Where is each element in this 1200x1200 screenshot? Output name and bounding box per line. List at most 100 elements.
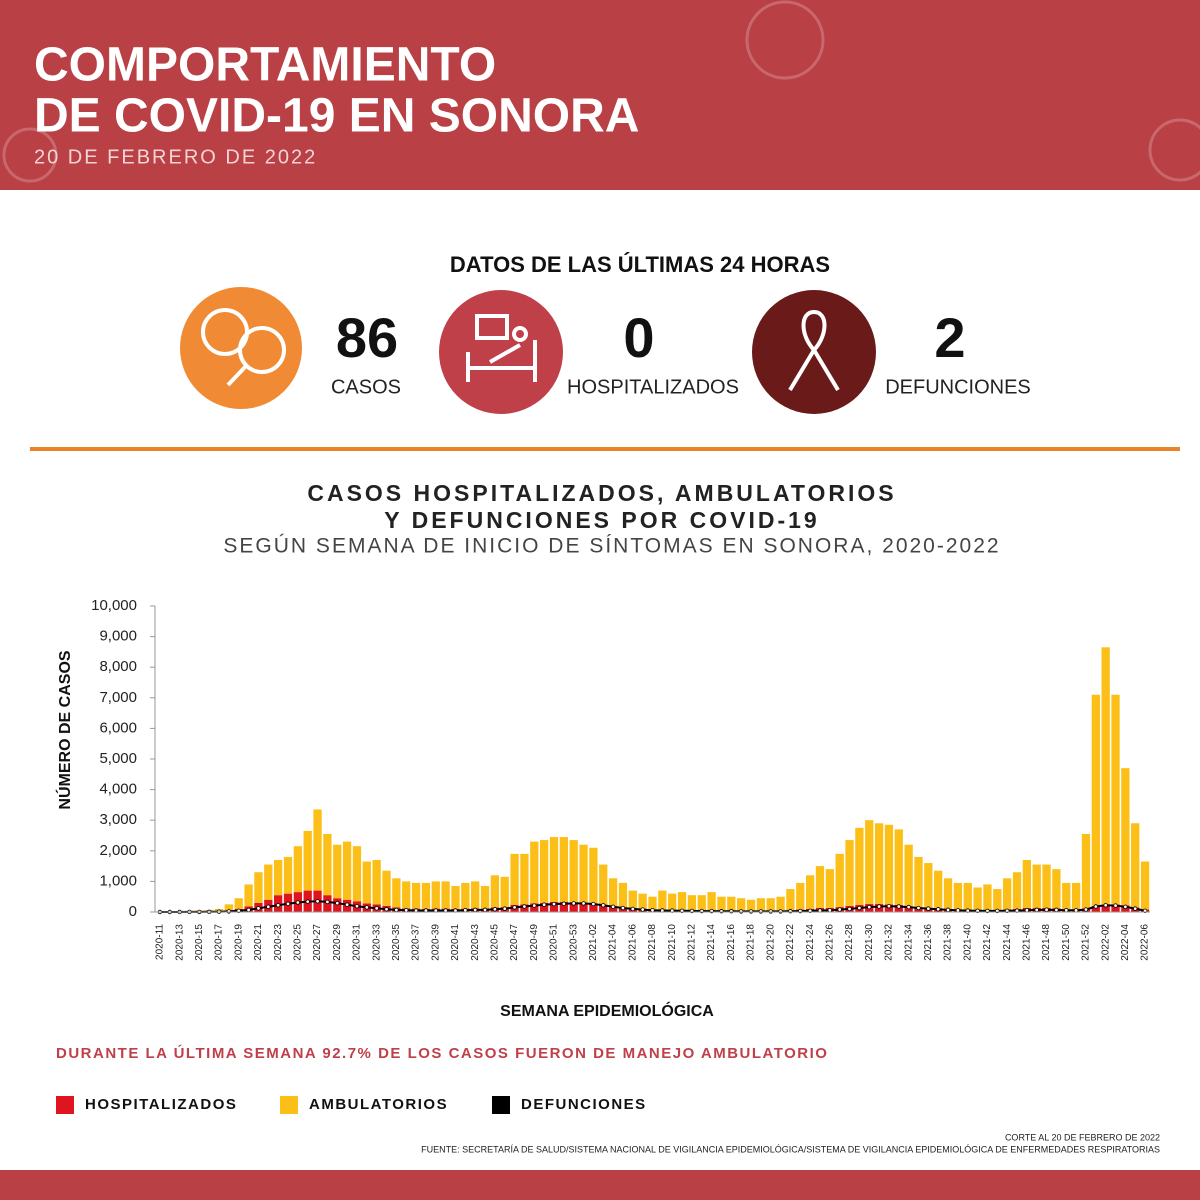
x-tick-label: 2020-19 bbox=[233, 924, 244, 961]
bar bbox=[904, 844, 913, 907]
line-point bbox=[404, 907, 409, 913]
bar bbox=[648, 896, 657, 910]
line-point bbox=[266, 904, 271, 909]
bar bbox=[1131, 823, 1140, 908]
bar bbox=[362, 861, 371, 904]
hospital-icon bbox=[439, 290, 563, 414]
x-tick-label: 2020-51 bbox=[549, 924, 560, 961]
header-band bbox=[0, 0, 1200, 190]
bar bbox=[579, 902, 588, 912]
title-line: COMPORTAMIENTO bbox=[34, 39, 496, 92]
line-point bbox=[1083, 907, 1089, 912]
bar bbox=[1081, 833, 1091, 909]
bar bbox=[835, 853, 844, 908]
bar bbox=[1022, 859, 1031, 909]
bar bbox=[579, 844, 588, 903]
bar bbox=[451, 885, 460, 909]
line-point bbox=[512, 905, 517, 910]
y-tick-label: 3,000 bbox=[99, 811, 137, 828]
bar bbox=[1140, 861, 1150, 910]
bar bbox=[1003, 878, 1012, 910]
line-point bbox=[867, 904, 872, 910]
bar bbox=[1052, 869, 1061, 909]
x-tick-label: 2020-49 bbox=[529, 924, 540, 961]
bar bbox=[608, 878, 618, 908]
x-tick-label: 2020-43 bbox=[470, 924, 481, 961]
line-point bbox=[344, 902, 350, 907]
line-point bbox=[325, 899, 330, 905]
bar bbox=[677, 892, 687, 910]
x-tick-label: 2021-36 bbox=[923, 924, 934, 961]
x-axis-title: SEMANA EPIDEMIOLÓGICA bbox=[500, 1001, 714, 1020]
bar bbox=[411, 882, 421, 909]
x-tick-label: 2022-04 bbox=[1120, 924, 1131, 961]
date: 20 DE FEBRERO DE 2022 bbox=[34, 146, 317, 168]
x-tick-label: 2020-33 bbox=[371, 924, 382, 961]
legend-label: HOSPITALIZADOS bbox=[85, 1096, 237, 1113]
line-point bbox=[482, 907, 488, 913]
line-point bbox=[1093, 904, 1099, 909]
bar bbox=[244, 884, 253, 907]
x-tick-label: 2021-32 bbox=[884, 924, 895, 961]
bar bbox=[589, 847, 598, 904]
bar bbox=[1042, 864, 1051, 909]
bar bbox=[914, 856, 923, 908]
x-tick-label: 2021-38 bbox=[943, 924, 954, 961]
line-point bbox=[472, 907, 478, 913]
bar bbox=[224, 904, 234, 911]
bar bbox=[589, 903, 598, 912]
bar bbox=[1121, 768, 1130, 906]
bar bbox=[608, 907, 618, 912]
bar bbox=[855, 827, 864, 905]
bar bbox=[815, 866, 825, 909]
bar bbox=[805, 875, 815, 909]
bar bbox=[510, 853, 519, 905]
line-point bbox=[758, 909, 764, 914]
line-point bbox=[926, 906, 931, 911]
bar bbox=[549, 837, 559, 902]
y-tick-label: 10,000 bbox=[91, 597, 137, 614]
x-tick-label: 2021-20 bbox=[765, 924, 776, 961]
line-point bbox=[551, 901, 557, 907]
line-point bbox=[630, 906, 635, 912]
line-point bbox=[916, 905, 921, 911]
stat-label: HOSPITALIZADOS bbox=[567, 376, 739, 398]
x-tick-label: 2020-25 bbox=[292, 924, 303, 961]
line-point bbox=[1103, 903, 1108, 908]
bar bbox=[884, 824, 894, 905]
x-tick-label: 2022-02 bbox=[1100, 924, 1111, 961]
x-tick-label: 2021-22 bbox=[785, 924, 796, 961]
line-point bbox=[1034, 907, 1039, 913]
bar bbox=[638, 893, 647, 910]
bar bbox=[441, 881, 450, 909]
x-tick-label: 2021-14 bbox=[706, 924, 717, 961]
line-point bbox=[256, 906, 261, 911]
x-tick-label: 2020-17 bbox=[214, 924, 225, 961]
bar bbox=[1111, 904, 1120, 912]
x-tick-label: 2021-34 bbox=[903, 924, 914, 961]
bar bbox=[1012, 872, 1022, 909]
x-tick-label: 2021-12 bbox=[687, 924, 698, 961]
bar bbox=[943, 878, 953, 910]
bar bbox=[1111, 694, 1120, 905]
bar bbox=[342, 841, 352, 900]
bar bbox=[293, 846, 302, 893]
bar bbox=[569, 902, 578, 912]
bar bbox=[963, 882, 972, 910]
bar bbox=[1062, 882, 1071, 910]
bar bbox=[1101, 904, 1110, 912]
y-tick-label: 1,000 bbox=[99, 872, 137, 889]
line-point bbox=[315, 899, 320, 904]
line-point bbox=[541, 902, 547, 907]
x-tick-label: 2020-21 bbox=[253, 924, 264, 961]
x-tick-label: 2022-06 bbox=[1140, 924, 1151, 961]
bar bbox=[303, 830, 312, 891]
bar bbox=[973, 887, 982, 910]
x-tick-label: 2020-35 bbox=[391, 924, 402, 961]
bar bbox=[520, 853, 529, 905]
x-tick-label: 2021-48 bbox=[1041, 924, 1052, 961]
bar bbox=[352, 846, 362, 902]
bar bbox=[618, 882, 628, 909]
bar bbox=[924, 863, 933, 909]
